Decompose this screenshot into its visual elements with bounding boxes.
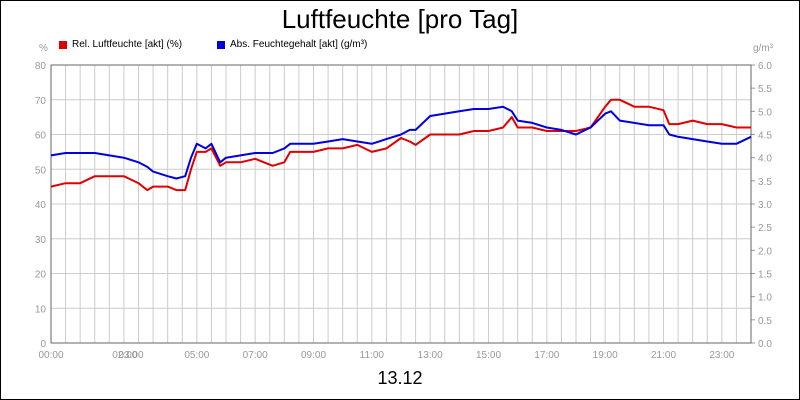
y-right-tick-label: 0.5 <box>758 316 772 327</box>
y-right-tick-label: 1.5 <box>758 270 772 281</box>
x-tick-label: 15:00 <box>476 350 501 361</box>
y-left-tick-label: 30 <box>35 235 47 246</box>
x-tick-label: 00:00 <box>38 350 63 361</box>
legend-item-absolute-humidity: Abs. Feuchtegehalt [akt] (g/m³) <box>217 39 367 50</box>
y-right-tick-label: 3.5 <box>758 177 772 188</box>
y-left-tick-label: 0 <box>40 339 46 350</box>
series-line-relative-humidity <box>50 98 751 192</box>
y-right-tick-label: 2.0 <box>758 246 772 257</box>
y-right-tick-label: 4.5 <box>758 131 772 142</box>
x-tick-label: 03:00 <box>119 350 144 361</box>
legend-label-relative-humidity: Rel. Luftfeuchte [akt] (%) <box>72 39 183 50</box>
x-tick-label: 09:00 <box>301 350 326 361</box>
right-axis-unit: g/m³ <box>753 43 773 54</box>
y-right-tick-label: 1.0 <box>758 293 772 304</box>
y-left-tick-label: 40 <box>35 200 47 211</box>
y-right-tick-label: 4.0 <box>758 154 772 165</box>
y-left-tick-label: 60 <box>35 131 47 142</box>
y-left-tick-label: 20 <box>35 270 47 281</box>
legend-label-absolute-humidity: Abs. Feuchtegehalt [akt] (g/m³) <box>230 39 368 50</box>
x-tick-label: 19:00 <box>593 350 618 361</box>
y-left-tick-label: 50 <box>35 165 47 176</box>
y-right-tick-label: 3.0 <box>758 200 772 211</box>
x-axis-date-label: 13.12 <box>377 368 423 388</box>
y-left-tick-label: 10 <box>35 304 47 315</box>
x-tick-label: 11:00 <box>360 350 385 361</box>
y-left-tick-label: 80 <box>35 61 47 72</box>
y-right-tick-label: 0.0 <box>758 339 772 350</box>
y-right-tick-label: 2.5 <box>758 223 772 234</box>
x-tick-label: 23:00 <box>709 350 734 361</box>
legend-swatch-blue <box>217 40 225 49</box>
legend-swatch-red <box>59 40 67 49</box>
plot-border <box>50 64 752 344</box>
x-tick-label: 07:00 <box>243 350 268 361</box>
left-axis-unit: % <box>39 43 48 54</box>
y-right-tick-label: 6.0 <box>758 61 772 72</box>
x-tick-label: 05:00 <box>184 350 209 361</box>
series-line-absolute-humidity <box>50 105 752 180</box>
x-tick-label: 17:00 <box>534 350 559 361</box>
chart-title: Luftfeuchte [pro Tag] <box>281 4 519 34</box>
x-tick-label: 21:00 <box>651 350 676 361</box>
x-tick-label: 02:00 <box>112 350 137 361</box>
y-right-tick-label: 5.0 <box>758 107 772 118</box>
x-tick-label: 13:00 <box>418 350 443 361</box>
y-right-tick-label: 5.5 <box>758 84 772 95</box>
y-left-tick-label: 70 <box>35 96 47 107</box>
legend-item-relative-humidity: Rel. Luftfeuchte [akt] (%) <box>59 39 182 50</box>
